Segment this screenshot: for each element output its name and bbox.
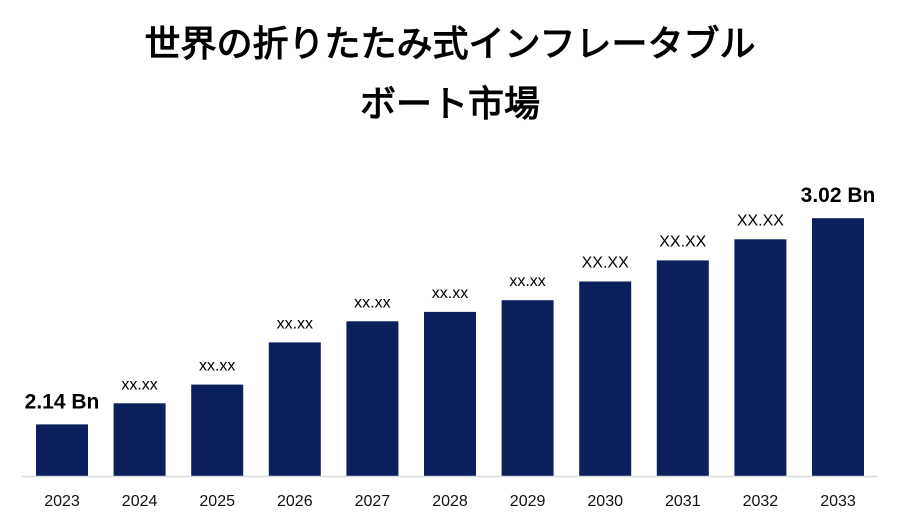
bar-2029 [501, 300, 554, 476]
data-label-2033: 3.02 Bn [801, 184, 876, 207]
data-label-2029: xx.xx [509, 273, 545, 290]
x-tick-label-2029: 2029 [510, 493, 546, 510]
bar-2025 [191, 384, 244, 476]
bar-2023 [36, 424, 88, 476]
data-label-2030: XX.XX [582, 255, 629, 272]
bar-2031 [656, 260, 709, 476]
bar-2027 [346, 321, 399, 476]
data-label-2024: xx.xx [121, 376, 157, 393]
bar-2033 [812, 218, 864, 476]
data-label-2026: xx.xx [277, 315, 313, 332]
x-tick-label-2032: 2032 [743, 493, 779, 510]
chart-title-line-1: 世界の折りたたみ式インフレータブル [144, 24, 756, 65]
x-tick-label-2026: 2026 [277, 493, 313, 510]
data-label-2032: XX.XX [737, 212, 784, 229]
data-label-2031: XX.XX [659, 233, 706, 250]
data-label-2028: xx.xx [432, 285, 468, 302]
chart-title: 世界の折りたたみ式インフレータブル ボート市場 [0, 15, 900, 135]
bar-2024 [113, 403, 166, 476]
chart-title-line-2: ボート市場 [359, 84, 540, 125]
x-tick-label-2031: 2031 [665, 493, 701, 510]
data-label-2025: xx.xx [199, 358, 235, 375]
data-label-2027: xx.xx [354, 294, 390, 311]
x-tick-label-2027: 2027 [355, 493, 391, 510]
bar-2032 [734, 239, 787, 476]
x-tick-label-2024: 2024 [122, 493, 158, 510]
data-label-2023: 2.14 Bn [25, 390, 100, 413]
bar-2030 [579, 281, 632, 476]
x-tick-label-2023: 2023 [44, 493, 80, 510]
x-tick-label-2030: 2030 [587, 493, 623, 510]
bar-2028 [424, 311, 476, 476]
bar-2026 [268, 342, 321, 476]
x-tick-label-2025: 2025 [199, 493, 235, 510]
x-tick-label-2028: 2028 [432, 493, 468, 510]
x-tick-label-2033: 2033 [820, 493, 856, 510]
